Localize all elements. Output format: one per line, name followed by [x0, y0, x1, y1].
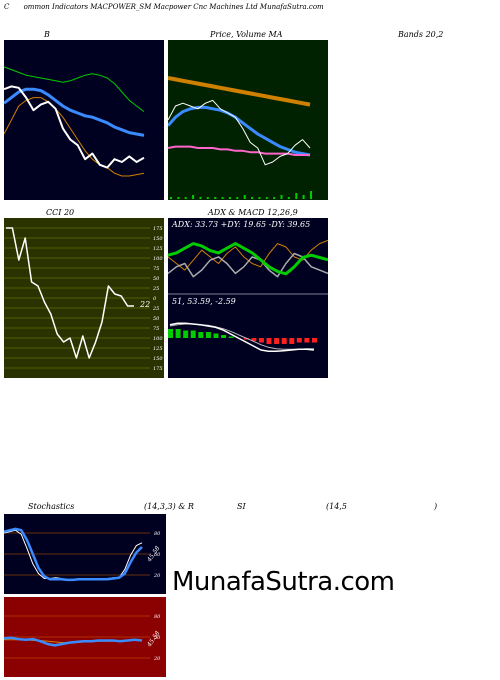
cci-tick-label: 125	[153, 346, 163, 352]
volume-bar	[192, 195, 195, 199]
rsi-line	[4, 636, 143, 647]
macd-histogram-bar	[205, 332, 211, 338]
volume-bar	[228, 197, 231, 199]
macd-histogram-bar	[296, 338, 302, 343]
label-rsi-params: (14,5	[326, 502, 347, 511]
cci-tick-label: 0	[153, 296, 157, 302]
cci-tick-label: 50	[153, 316, 160, 322]
cci-line	[6, 227, 134, 359]
cci-tick-label: 50	[153, 276, 160, 282]
volume-bar	[214, 197, 217, 199]
adx-macd-panel: ADX: 33.73 +DY: 19.65 -DY: 39.65 51, 53.…	[168, 218, 328, 378]
label-rsi-close: )	[434, 502, 438, 511]
adx-values: ADX: 33.73 +DY: 19.65 -DY: 39.65	[171, 220, 310, 229]
macd-histogram-bar	[168, 329, 173, 338]
macd-line	[169, 322, 315, 353]
label-adx-macd: ADX & MACD 12,26,9	[208, 208, 298, 217]
label-price-volume: Price, Volume MA	[210, 30, 283, 39]
volume-bar	[251, 197, 254, 199]
cci-tick-label: 25	[152, 306, 159, 312]
macd-histogram-bar	[198, 332, 204, 338]
cci-tick-label: 100	[153, 256, 163, 262]
bb-upper-line	[4, 66, 145, 112]
label-stochastics: Stochastics	[28, 502, 75, 511]
price-volume-panel	[168, 40, 328, 200]
macd-histogram-bar	[251, 338, 257, 341]
volume-bar	[184, 197, 187, 199]
label-bands: Bands 20,2	[398, 30, 444, 39]
cci-tick-label: 75	[153, 266, 159, 272]
macd-histogram-bar	[190, 330, 196, 338]
volume-bar	[221, 197, 224, 199]
price-bg	[168, 40, 328, 200]
cci-tick-label: 100	[153, 336, 163, 342]
stoch-tick-label: 50	[154, 552, 161, 558]
bollinger-panel	[4, 40, 164, 200]
page-title: C ommon Indicators MACPOWER_SM Macpower …	[4, 3, 324, 11]
volume-bar	[170, 197, 172, 199]
macd-values: 51, 53.59, -2.59	[172, 297, 236, 306]
macd-histogram-bar	[312, 338, 317, 343]
volume-bar	[199, 197, 202, 199]
volume-bar	[273, 197, 276, 199]
cci-tick-label: 150	[153, 356, 163, 362]
cci-tick-label: 175	[153, 226, 163, 232]
label-stoch-params: (14,3,3) & R	[144, 502, 194, 511]
adx-line	[168, 242, 328, 276]
adx-plus-dy-line	[168, 252, 328, 278]
volume-bar	[177, 197, 180, 199]
label-b: B	[44, 30, 50, 39]
macd-histogram-bar	[213, 333, 219, 338]
bb-middle-line	[4, 87, 145, 137]
rsi-tick-label: 80	[154, 614, 161, 620]
pv-ma-long-line	[168, 76, 311, 107]
macd-histogram-bar	[183, 330, 189, 338]
title-text: ommon Indicators MACPOWER_SM Macpower Cn…	[23, 3, 324, 11]
volume-bar	[302, 195, 305, 199]
label-rsi: SI	[237, 502, 246, 511]
cci-tick-label: 25	[152, 286, 159, 292]
macd-histogram-bar	[274, 338, 280, 344]
stoch-tick-label: 80	[154, 531, 161, 537]
macd-histogram-bar	[258, 338, 264, 343]
volume-bar	[236, 197, 239, 199]
cci-value: 22	[139, 300, 150, 309]
volume-bar	[295, 193, 298, 199]
cci-tick-label: 75	[153, 326, 159, 332]
watermark: MunafaSutra.com	[172, 567, 395, 597]
pv-price-line	[168, 99, 311, 166]
macd-histogram-bar	[228, 336, 234, 338]
bb-close-line	[4, 85, 145, 169]
volume-bar	[287, 197, 290, 199]
stoch-d-line	[4, 527, 143, 582]
macd-histogram-bar	[281, 338, 287, 344]
macd-histogram-bar	[289, 338, 295, 344]
stoch-tick-label: 20	[153, 573, 161, 579]
cci-tick-label: 175	[153, 366, 163, 372]
macd-histogram-bar	[304, 338, 310, 343]
rsi-tick-label: 50	[154, 635, 161, 641]
pv-ma-mid-line	[168, 105, 311, 157]
volume-bar	[280, 195, 283, 199]
volume-bar	[206, 197, 209, 199]
volume-bar	[258, 197, 261, 199]
bollinger-bg	[4, 40, 164, 200]
volume-bar	[265, 197, 268, 199]
macd-histogram-bar	[221, 335, 227, 338]
cci-panel: 175 150 125 100 75 50 25 0 25 50 75 100 125 150 175 22	[4, 218, 164, 378]
title-initial: C	[4, 3, 10, 11]
volume-bar	[243, 195, 246, 199]
macd-histogram-bar	[266, 338, 272, 344]
label-cci: CCI 20	[46, 208, 75, 217]
rsi-tick-label: 20	[153, 656, 161, 662]
macd-histogram-bar	[175, 329, 181, 338]
cci-tick-label: 150	[153, 236, 163, 242]
volume-bar	[310, 191, 312, 199]
cci-tick-label: 125	[153, 246, 163, 252]
